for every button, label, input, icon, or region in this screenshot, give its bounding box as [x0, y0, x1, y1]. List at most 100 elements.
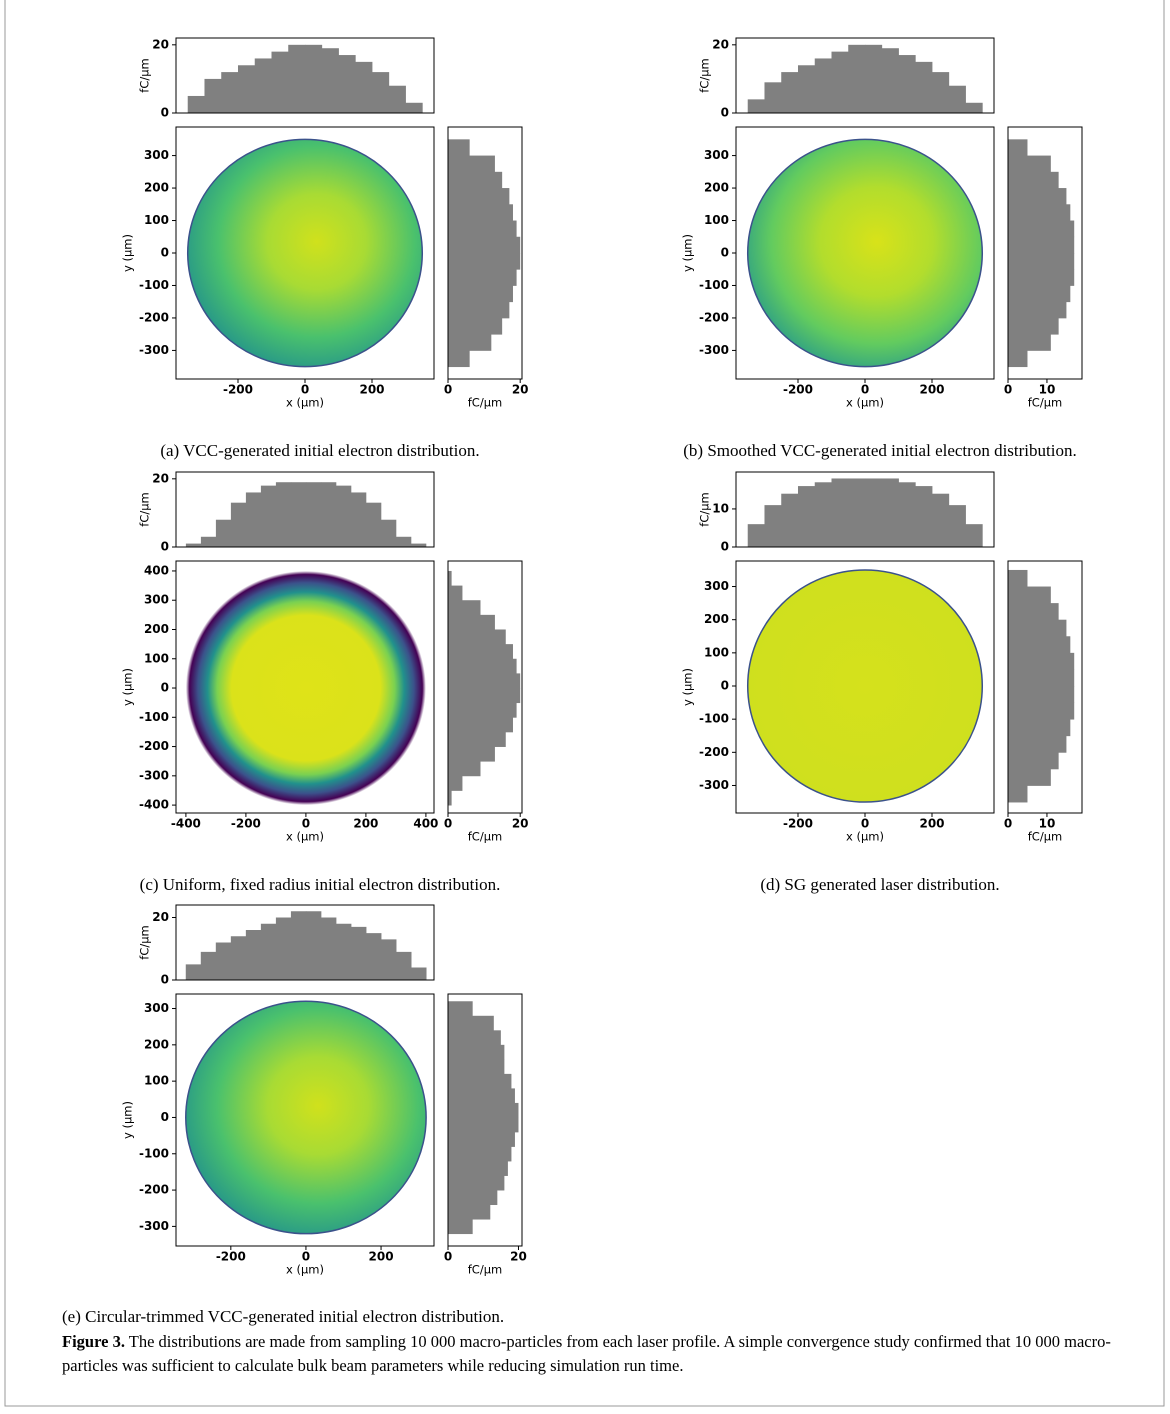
top-hist-bar	[381, 939, 397, 980]
top-hist-bar	[366, 933, 382, 980]
right-hist-bar	[448, 600, 481, 616]
x-tick-label: 0	[302, 817, 310, 831]
top-hist-bar	[275, 482, 292, 547]
top-hist-bar	[187, 95, 205, 113]
page-frame	[4, 0, 1165, 1407]
top-hist-bar	[305, 44, 323, 114]
top-y-tick-label: 20	[152, 910, 169, 924]
top-y-tick-label: 10	[712, 501, 729, 515]
top-hist-bar	[915, 61, 933, 113]
y-tick-label: -200	[139, 310, 169, 324]
right-hist-bar	[448, 775, 463, 791]
x-axis-label: x (µm)	[286, 396, 324, 410]
top-hist-bar	[865, 478, 883, 547]
top-hist-bar	[764, 82, 782, 113]
top-hist-bar	[204, 78, 222, 113]
top-hist-bar	[848, 44, 866, 114]
right-hist-bar	[448, 204, 513, 221]
right-x-tick-label: 20	[512, 817, 529, 831]
y-tick-label: 0	[161, 1110, 169, 1124]
right-x-axis-label: fC/µm	[468, 830, 502, 844]
top-hist-bar	[747, 524, 765, 547]
top-hist-bar	[396, 951, 412, 980]
x-tick-label: 0	[861, 383, 869, 397]
top-hist-bar	[351, 926, 367, 980]
right-hist-bar	[1008, 752, 1059, 770]
y-axis-label: y (µm)	[681, 668, 695, 706]
y-tick-label: -200	[699, 745, 729, 759]
right-hist-bar	[448, 746, 495, 762]
figure-text: The distributions are made from sampling…	[62, 1332, 1111, 1375]
x-tick-label: -200	[231, 817, 261, 831]
top-hist-bar	[395, 536, 412, 547]
right-hist-bar	[448, 1044, 505, 1060]
top-y-axis-label: fC/µm	[138, 492, 152, 526]
right-hist-bar	[1008, 139, 1028, 156]
top-hist-bar	[797, 65, 816, 113]
x-tick-label: 400	[413, 817, 438, 831]
x-tick-label: 200	[359, 383, 384, 397]
x-tick-label: 200	[919, 817, 944, 831]
panel-caption: (a) VCC-generated initial electron distr…	[160, 441, 479, 460]
x-tick-label: 0	[302, 1250, 310, 1264]
top-hist-bar	[338, 55, 356, 113]
top-hist-bar	[260, 485, 277, 547]
right-hist-bar	[448, 658, 517, 674]
right-hist-bar	[448, 317, 503, 335]
y-tick-label: 100	[144, 1074, 169, 1088]
top-hist-bar	[380, 519, 397, 547]
top-hist-bar	[245, 492, 262, 547]
right-hist-bar	[1008, 350, 1028, 368]
panel-caption: (d) SG generated laser distribution.	[760, 875, 999, 894]
right-hist-bar	[1008, 636, 1071, 654]
top-hist-bar	[948, 505, 966, 547]
right-hist-bar	[448, 285, 513, 303]
figure-caption: Figure 3. The distributions are made fro…	[62, 1330, 1132, 1378]
right-hist-bar	[448, 1030, 501, 1046]
top-hist-bar	[781, 493, 799, 547]
top-hist-bar	[797, 486, 816, 547]
right-hist-bar	[1008, 719, 1071, 737]
axes-frame	[175, 471, 435, 548]
top-hist-bar	[200, 951, 217, 980]
right-hist-bar	[448, 761, 481, 777]
right-hist-bar	[448, 1190, 498, 1206]
y-tick-label: 100	[144, 213, 169, 227]
right-hist-bar	[448, 220, 517, 238]
top-hist-bar	[237, 65, 256, 113]
density-image	[746, 138, 984, 368]
y-tick-label: -300	[699, 343, 729, 357]
right-hist-bar	[1008, 686, 1075, 703]
right-hist-bar	[1008, 669, 1075, 687]
y-axis-label: y (µm)	[681, 234, 695, 272]
y-tick-label: 200	[144, 622, 169, 636]
top-hist-bar	[865, 44, 883, 114]
right-hist-bar	[448, 188, 510, 205]
top-hist-bar	[335, 923, 352, 980]
right-hist-bar	[1008, 619, 1067, 637]
top-hist-bar	[350, 492, 367, 547]
x-tick-label: 200	[369, 1250, 394, 1264]
top-hist-bar	[305, 482, 322, 547]
axes-frame	[175, 904, 435, 981]
y-tick-label: 0	[161, 681, 169, 695]
right-hist-bar	[1008, 188, 1067, 205]
top-hist-bar	[185, 543, 202, 547]
y-tick-label: -100	[139, 278, 169, 292]
top-hist-bar	[388, 85, 406, 113]
top-hist-bar	[831, 478, 849, 547]
top-hist-bar	[288, 44, 306, 114]
right-hist-bar	[448, 614, 495, 630]
right-hist-bar	[448, 629, 506, 645]
y-tick-label: 300	[144, 148, 169, 162]
top-y-tick-label: 20	[152, 471, 169, 485]
right-hist-bar	[448, 155, 495, 173]
axes-frame	[175, 560, 435, 814]
top-hist-bar	[290, 911, 307, 980]
right-hist-bar	[1008, 702, 1075, 720]
top-hist-bar	[814, 482, 832, 547]
right-hist-bar	[448, 1088, 515, 1104]
y-axis-label: y (µm)	[121, 234, 135, 272]
right-hist-bar	[448, 585, 463, 601]
